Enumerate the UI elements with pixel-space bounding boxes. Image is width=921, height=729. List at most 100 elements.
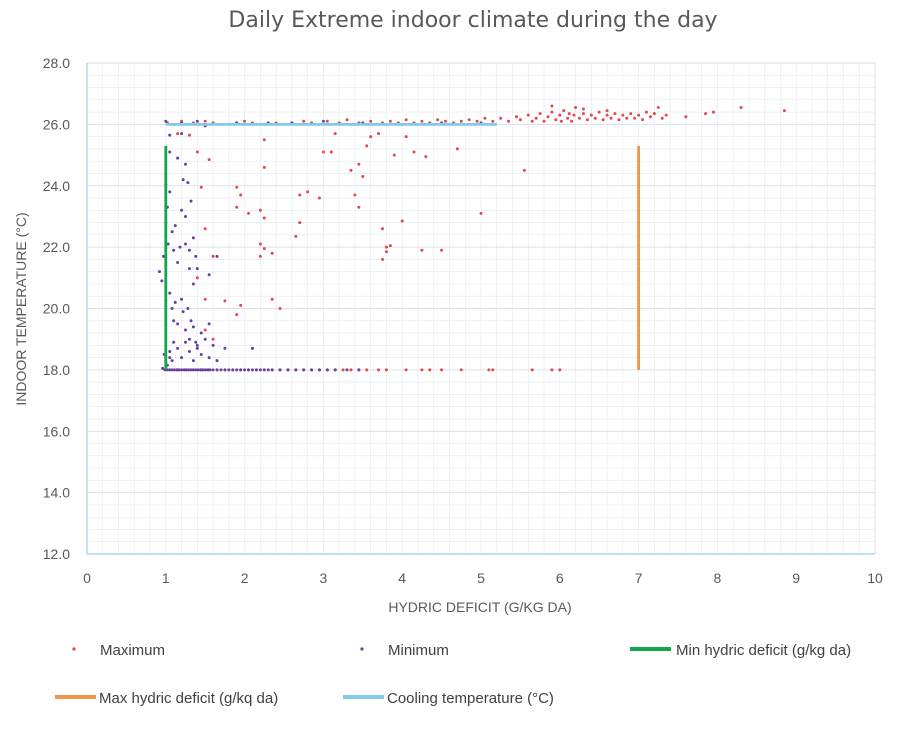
point-minimum — [172, 340, 176, 344]
point-minimum — [191, 282, 195, 286]
point-minimum — [180, 132, 184, 136]
legend-item-cooling: Cooling temperature (°C) — [343, 690, 554, 707]
point-maximum — [507, 119, 511, 123]
point-maximum — [306, 190, 310, 194]
point-minimum — [180, 356, 184, 360]
point-minimum — [180, 297, 184, 301]
legend-label-cooling: Cooling temperature (°C) — [387, 690, 554, 707]
point-maximum — [278, 307, 282, 310]
point-minimum — [176, 322, 180, 326]
x-tick-label: 1 — [162, 570, 170, 586]
point-minimum — [184, 340, 187, 344]
point-minimum — [176, 156, 180, 160]
point-maximum — [570, 119, 574, 123]
point-minimum — [194, 368, 198, 372]
point-maximum — [530, 119, 534, 123]
point-minimum — [189, 368, 193, 372]
point-minimum — [195, 119, 199, 123]
point-maximum — [739, 105, 743, 109]
point-maximum — [329, 150, 333, 154]
x-tick-label: 0 — [83, 570, 91, 586]
y-axis-label: INDOOR TEMPERATURE (°C) — [13, 212, 29, 405]
point-minimum — [239, 368, 243, 372]
point-minimum — [211, 343, 215, 347]
point-minimum — [191, 325, 195, 329]
y-tick-labels: 12.0 14.0 16.0 18.0 20.0 22.0 24.0 26.0 28.0 — [43, 55, 70, 562]
point-minimum — [168, 368, 172, 372]
point-maximum — [420, 119, 424, 123]
point-maximum — [294, 234, 298, 238]
point-minimum — [187, 267, 191, 271]
point-maximum — [554, 118, 558, 122]
point-maximum — [566, 116, 570, 120]
point-minimum — [250, 368, 254, 372]
point-maximum — [388, 244, 392, 248]
point-maximum — [203, 297, 207, 301]
point-maximum — [298, 221, 302, 225]
point-minimum — [302, 368, 306, 372]
point-maximum — [404, 135, 408, 139]
point-minimum — [172, 319, 176, 323]
point-minimum — [189, 199, 193, 203]
point-maximum — [648, 115, 652, 119]
point-maximum — [483, 116, 487, 120]
point-maximum — [522, 168, 526, 172]
point-maximum — [621, 113, 625, 117]
point-minimum — [215, 368, 219, 372]
point-maximum — [782, 109, 786, 113]
point-maximum — [440, 248, 444, 252]
point-maximum — [550, 110, 554, 114]
point-maximum — [546, 115, 550, 119]
x-tick-label: 4 — [398, 570, 406, 586]
legend-label-minimum: Minimum — [388, 642, 449, 659]
y-tick-label: 18.0 — [43, 362, 70, 378]
point-maximum — [538, 112, 542, 116]
point-minimum — [333, 368, 337, 372]
point-minimum — [203, 337, 207, 341]
point-maximum — [333, 132, 337, 136]
point-maximum — [534, 116, 538, 120]
point-maximum — [404, 118, 408, 122]
point-maximum — [258, 208, 262, 212]
legend-marker-minimum — [360, 647, 364, 651]
point-maximum — [341, 368, 345, 372]
point-maximum — [381, 227, 384, 231]
point-minimum — [181, 178, 185, 182]
point-minimum — [184, 368, 188, 372]
x-tick-label: 7 — [635, 570, 643, 586]
point-minimum — [199, 353, 203, 357]
point-maximum — [589, 113, 593, 117]
point-maximum — [321, 150, 325, 154]
point-maximum — [365, 368, 369, 372]
point-maximum — [325, 119, 329, 123]
point-maximum — [384, 245, 388, 249]
point-maximum — [487, 368, 491, 372]
point-maximum — [593, 116, 597, 120]
x-tick-labels: 0 1 2 3 4 5 6 7 8 9 10 — [83, 570, 883, 586]
point-minimum — [173, 300, 177, 304]
point-minimum — [199, 331, 203, 335]
point-maximum — [436, 118, 440, 122]
point-maximum — [572, 113, 576, 117]
point-maximum — [353, 193, 357, 197]
point-minimum — [207, 322, 211, 326]
point-maximum — [369, 119, 373, 123]
point-maximum — [195, 276, 199, 280]
point-minimum — [194, 340, 198, 344]
point-minimum — [182, 368, 186, 372]
point-maximum — [412, 150, 416, 154]
point-maximum — [187, 133, 191, 137]
point-minimum — [170, 359, 174, 363]
point-maximum — [467, 118, 471, 122]
point-minimum — [175, 368, 179, 372]
point-minimum — [258, 368, 262, 372]
point-minimum — [191, 359, 195, 363]
point-minimum — [286, 368, 290, 372]
point-maximum — [562, 109, 566, 113]
point-minimum — [168, 133, 172, 137]
point-minimum — [186, 181, 190, 185]
point-minimum — [178, 245, 182, 249]
point-maximum — [581, 112, 585, 116]
point-maximum — [641, 118, 645, 122]
